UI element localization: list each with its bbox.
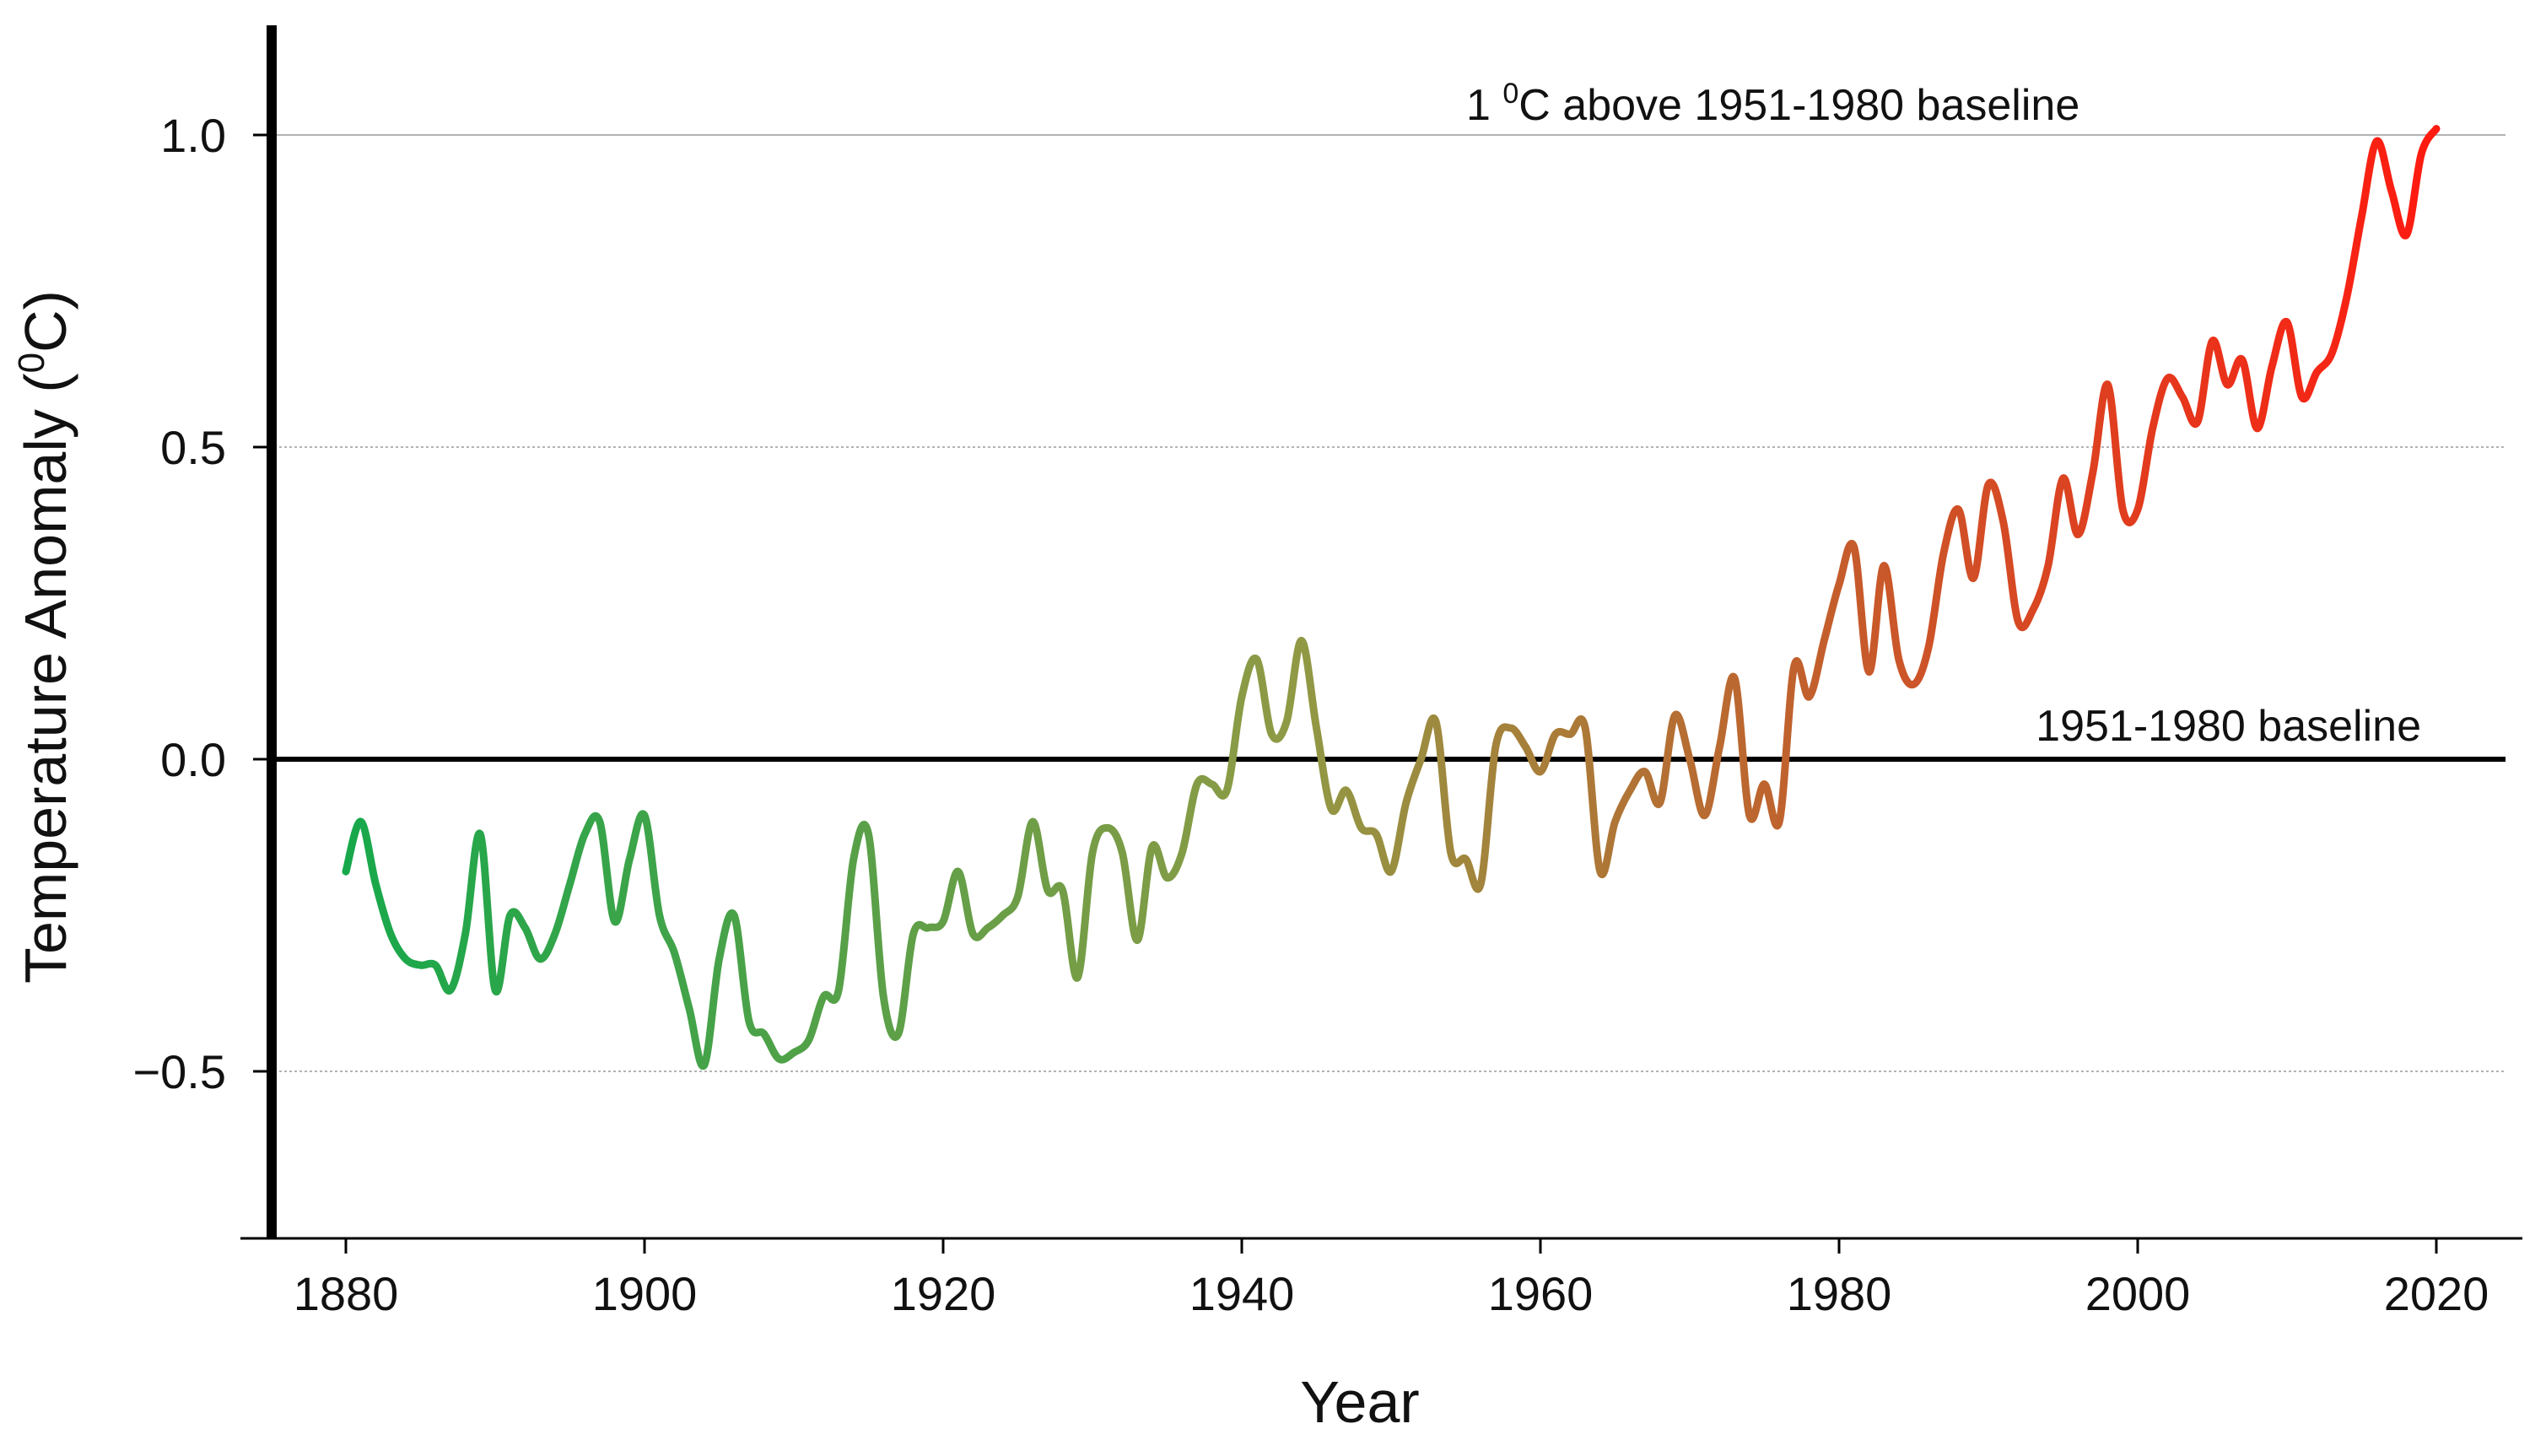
one-degree-annotation-sup: 0 — [1502, 78, 1518, 110]
x-tick-label: 1980 — [1787, 1267, 1892, 1320]
y-axis-ticks: −0.5 0.5 1.0 0.0 — [132, 109, 272, 1098]
gridlines — [274, 134, 2506, 1072]
one-degree-annotation-pre: 1 — [1466, 81, 1502, 130]
x-tick-label: 1920 — [891, 1267, 996, 1320]
temperature-series-line — [342, 125, 2441, 1070]
one-degree-annotation: 1 0C above 1951-1980 baseline — [1466, 78, 2079, 130]
series-layer — [342, 125, 2441, 1070]
x-tick-label: 1940 — [1189, 1267, 1295, 1320]
y-axis-title: Temperature Anomaly (0C) — [11, 290, 78, 984]
y-axis-title-post: C) — [13, 290, 78, 353]
x-tick-label: 1960 — [1488, 1267, 1594, 1320]
x-axis-ticks: 1880 1900 1920 1940 1960 1980 2000 2020 — [294, 1238, 2489, 1320]
y-tick-label: −0.5 — [132, 1045, 226, 1098]
x-tick-label: 2020 — [2384, 1267, 2489, 1320]
x-tick-label: 1900 — [592, 1267, 698, 1320]
one-degree-annotation-post: C above 1951-1980 baseline — [1518, 81, 2079, 130]
y-tick-label: 0.5 — [160, 421, 226, 474]
x-axis-title: Year — [1300, 1369, 1419, 1435]
y-axis-title-pre: Temperature Anomaly ( — [13, 373, 78, 984]
y-axis-title-sup: 0 — [11, 353, 52, 373]
x-tick-label: 1880 — [294, 1267, 399, 1320]
baseline-annotation: 1951-1980 baseline — [2036, 702, 2421, 751]
y-tick-label: 0.0 — [160, 733, 226, 786]
x-tick-label: 2000 — [2085, 1267, 2191, 1320]
y-tick-label: 1.0 — [160, 109, 226, 162]
